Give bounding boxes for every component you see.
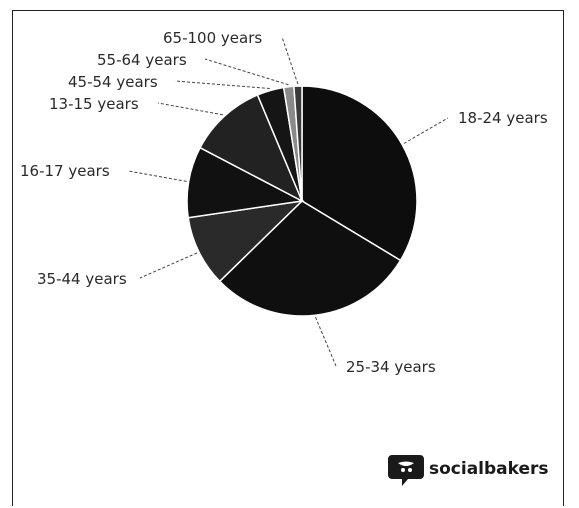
slice-label: 65-100 years	[163, 29, 262, 47]
brand-name: socialbakers	[429, 459, 549, 479]
leader-line	[139, 252, 198, 279]
pie-slice-35-44-years	[187, 199, 305, 283]
leader-line	[204, 58, 289, 86]
slice-label: 16-17 years	[20, 162, 110, 180]
slice-labels: 18-24 years 25-34 years 35-44 years 16-17 y…	[20, 29, 548, 376]
pie-slice-65-100-years	[293, 85, 303, 202]
slice-label: 13-15 years	[49, 95, 139, 113]
pie-slice-18-24-years	[301, 85, 418, 262]
slice-label: 35-44 years	[37, 270, 127, 288]
leader-line	[281, 36, 299, 85]
leader-line	[315, 317, 337, 367]
pie-slice-13-15-years	[199, 93, 304, 203]
leader-line	[127, 170, 187, 182]
leader-line	[403, 117, 449, 144]
leader-line	[174, 80, 270, 89]
chart-frame	[12, 10, 564, 506]
chat-bubble-logo-icon	[388, 455, 424, 486]
socialbakers-logo: socialbakers	[388, 455, 549, 486]
slice-label: 25-34 years	[346, 358, 436, 376]
leader-line	[157, 102, 223, 116]
label-leaders	[127, 36, 449, 367]
slice-label: 55-64 years	[97, 51, 187, 69]
pie-slice-16-17-years	[186, 146, 305, 219]
pie-slices	[186, 85, 418, 317]
slice-label: 18-24 years	[458, 109, 548, 127]
pie-slice-25-34-years	[218, 200, 402, 317]
slice-label: 45-54 years	[68, 73, 158, 91]
